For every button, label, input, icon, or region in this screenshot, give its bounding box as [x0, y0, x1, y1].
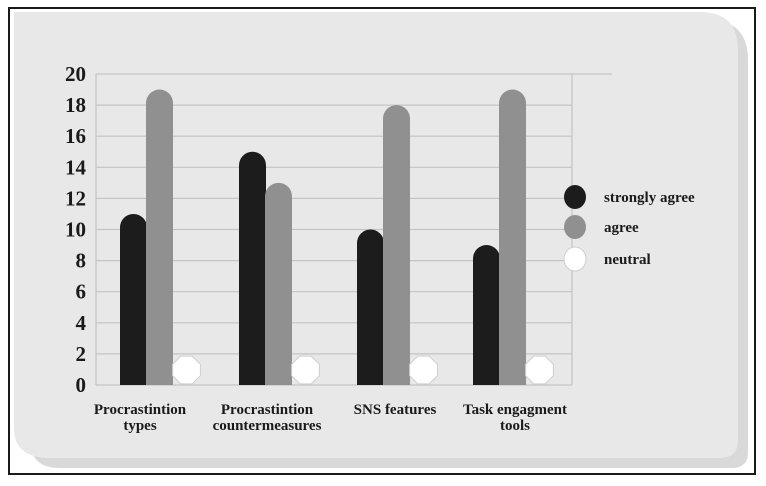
y-tick-label: 0 — [76, 373, 87, 397]
bar-neutral — [291, 355, 320, 385]
legend-swatch-strongly-agree — [564, 185, 586, 209]
bar-strongly-agree — [473, 245, 500, 385]
x-tick-label: types — [123, 418, 156, 434]
bar-agree — [383, 105, 410, 385]
legend-label-strongly-agree: strongly agree — [604, 190, 695, 206]
y-tick-label: 8 — [76, 249, 87, 273]
x-tick-label: tools — [500, 418, 530, 434]
y-tick-label: 14 — [65, 155, 87, 179]
bar-strongly-agree — [120, 213, 147, 385]
bar-agree — [265, 182, 292, 385]
x-tick-label: Procrastintion — [221, 402, 314, 418]
y-axis-ticks: 0 2 4 6 8 10 12 14 16 18 20 — [65, 62, 87, 397]
y-tick-label: 6 — [76, 280, 87, 304]
legend-label-agree: agree — [604, 220, 639, 236]
x-tick-label: SNS features — [354, 402, 437, 418]
y-tick-label: 16 — [65, 124, 86, 148]
x-axis-labels: ProcrastintiontypesProcrastintioncounter… — [94, 402, 567, 434]
x-tick-label: Procrastintion — [94, 402, 187, 418]
legend: strongly agree agree neutral — [563, 185, 695, 272]
bar-agree — [499, 89, 526, 386]
bars — [120, 89, 554, 386]
legend-label-neutral: neutral — [604, 252, 651, 268]
bar-neutral — [409, 355, 438, 385]
x-tick-label: Task engagment — [463, 402, 567, 418]
y-tick-label: 20 — [65, 62, 86, 86]
bar-agree — [146, 89, 173, 386]
bar-strongly-agree — [239, 151, 266, 385]
y-tick-label: 4 — [76, 311, 87, 335]
y-tick-label: 12 — [65, 186, 86, 210]
bar-neutral — [172, 355, 201, 385]
y-tick-label: 10 — [65, 218, 86, 242]
y-tick-label: 18 — [65, 93, 86, 117]
y-tick-label: 2 — [76, 342, 87, 366]
legend-swatch-neutral — [563, 246, 587, 272]
x-tick-label: countermeasures — [213, 418, 322, 434]
bar-neutral — [525, 355, 554, 385]
bar-strongly-agree — [357, 229, 384, 385]
legend-swatch-agree — [564, 215, 586, 239]
